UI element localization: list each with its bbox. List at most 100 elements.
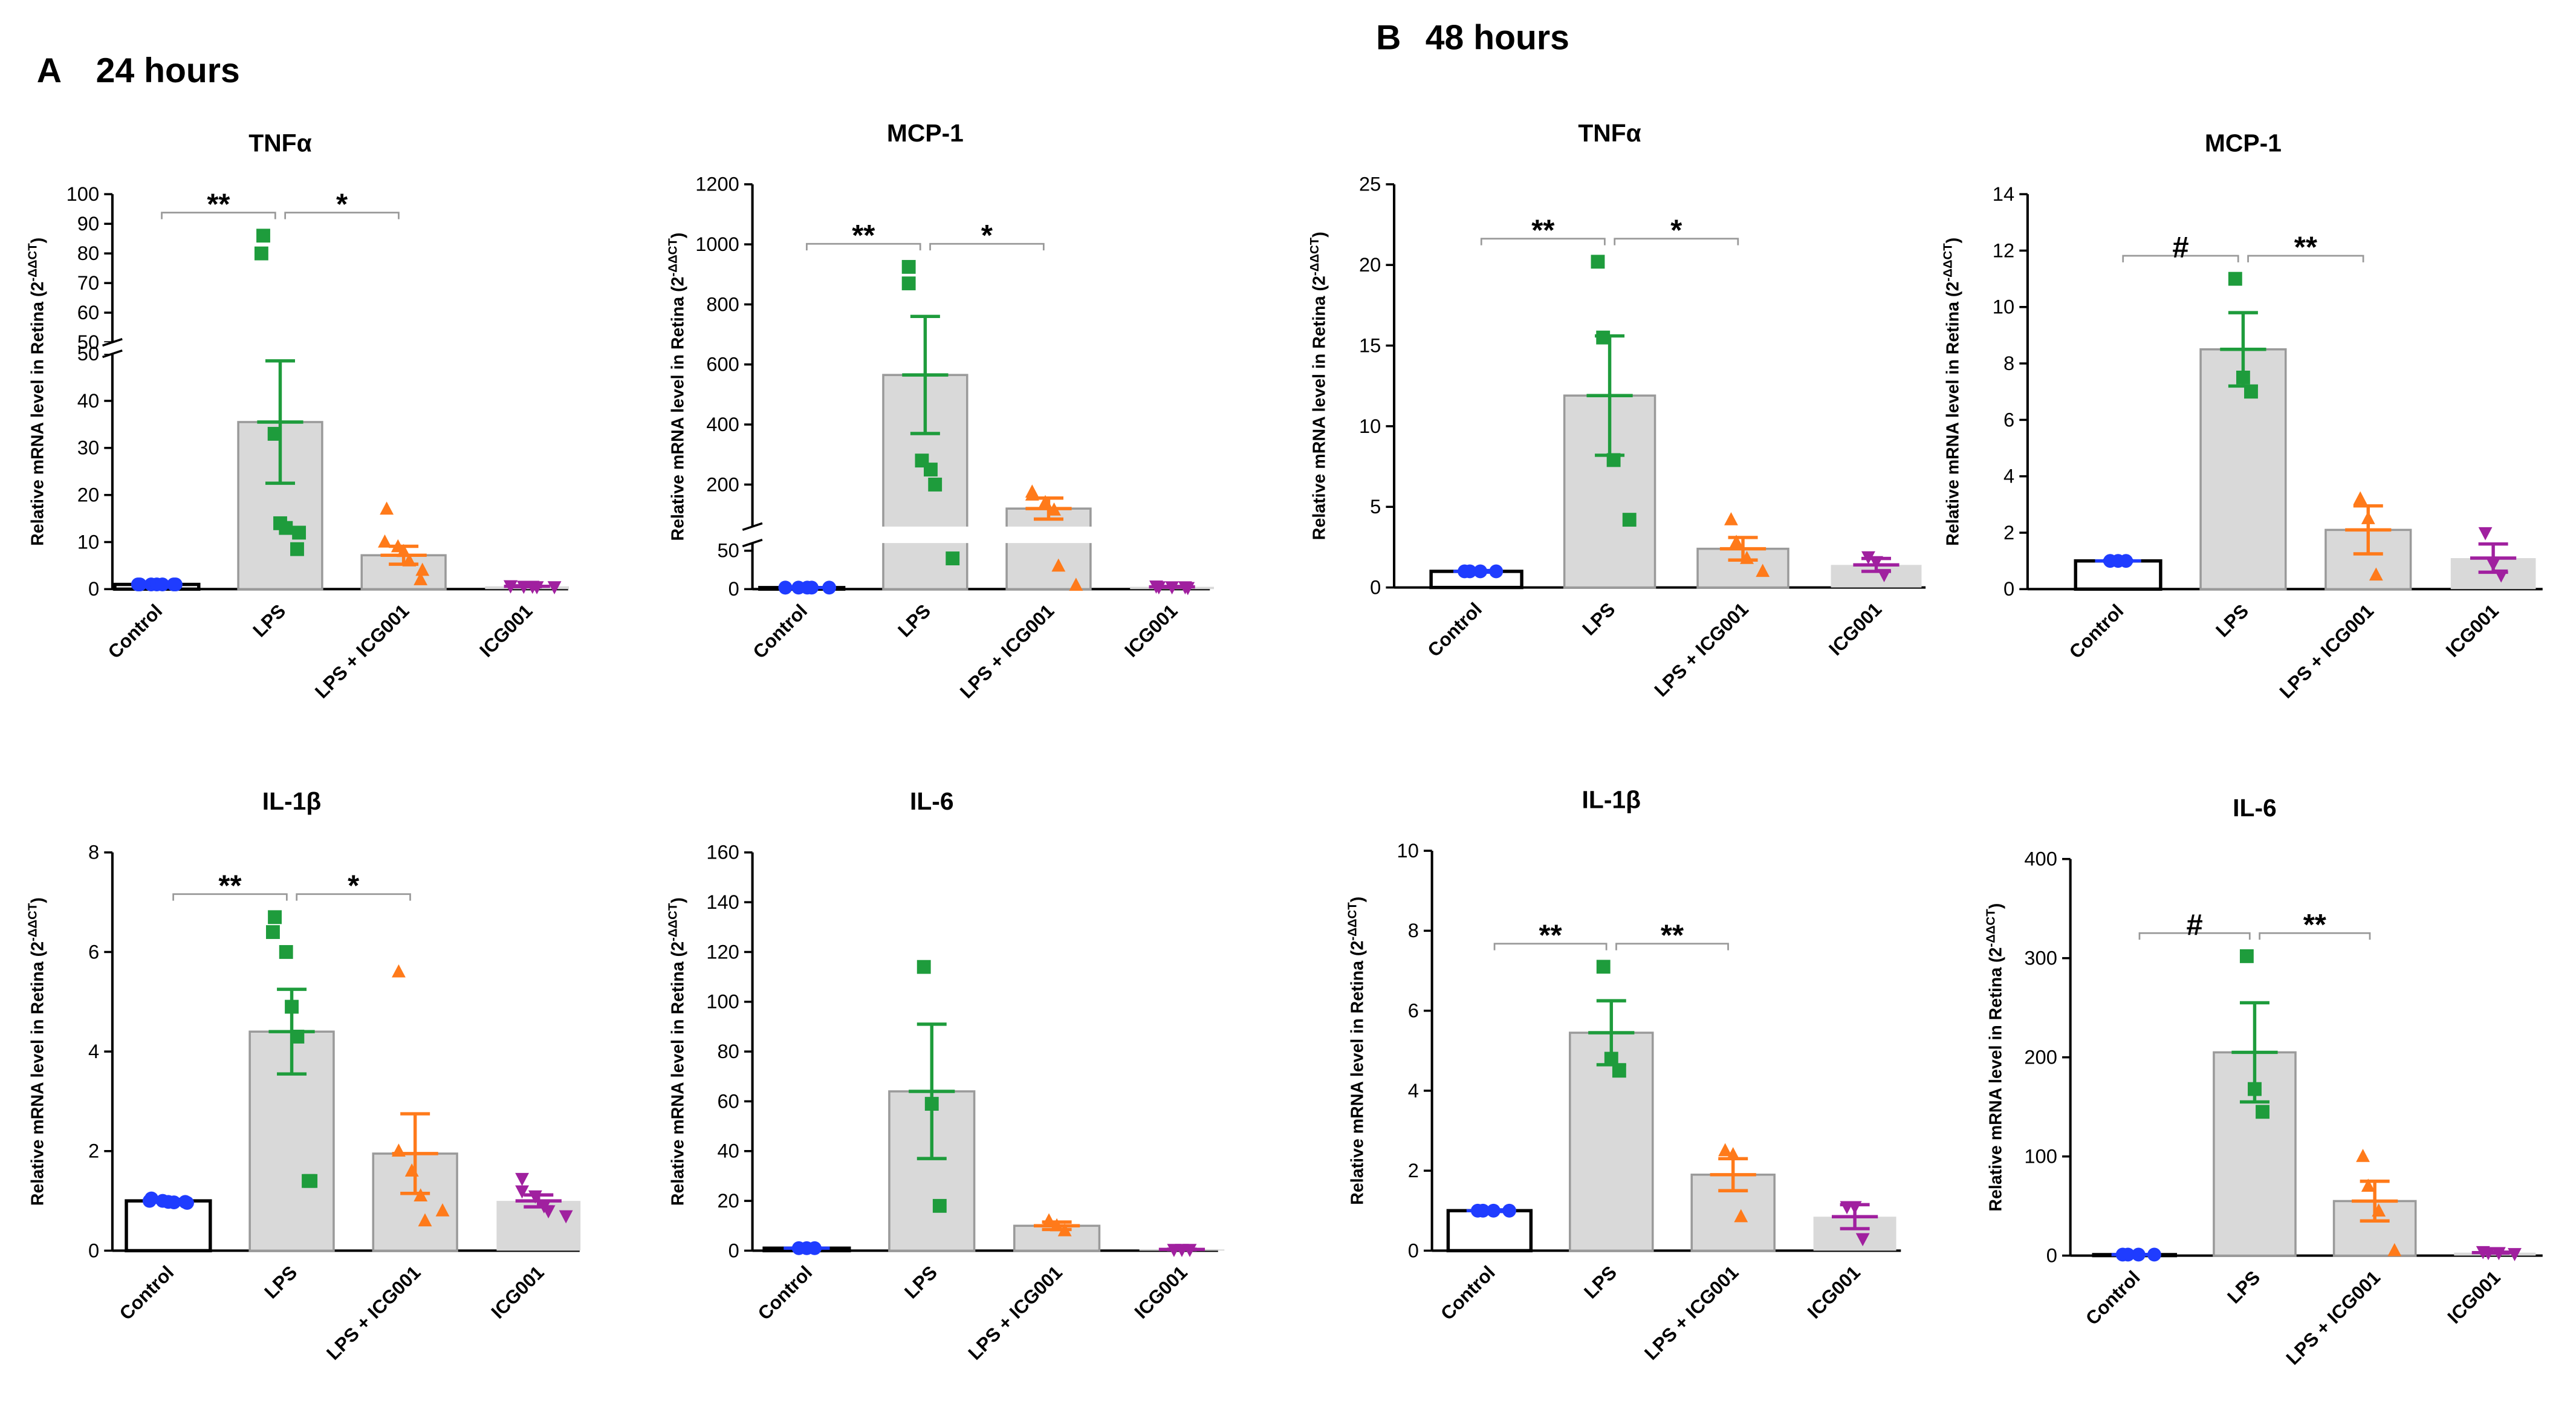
y-axis-label-sup: -ΔΔCT (1346, 902, 1359, 941)
data-point (256, 229, 270, 243)
y-axis-label-end: ) (1348, 897, 1367, 903)
chart-title: MCP-1 (887, 119, 964, 147)
data-point (1869, 556, 1883, 570)
significance-label: ** (207, 188, 230, 221)
y-tick-label: 10 (1397, 839, 1419, 862)
axis-break (99, 342, 568, 354)
y-axis-label-end: ) (1310, 232, 1329, 238)
data-point (932, 1198, 947, 1213)
y-axis-label-text: Relative mRNA level in Retina (2 (668, 941, 687, 1206)
y-tick-label: 90 (77, 212, 99, 235)
y-tick-label: 70 (77, 271, 99, 294)
data-point (2236, 370, 2250, 385)
data-point (2147, 1247, 2161, 1262)
data-point (414, 1188, 428, 1202)
data-point (418, 1213, 432, 1227)
y-tick-label: 60 (77, 301, 99, 323)
data-point (397, 544, 411, 557)
data-point (1877, 569, 1891, 582)
chart-title: IL-1β (1582, 785, 1641, 813)
data-point (1604, 1051, 1618, 1066)
y-tick-label: 20 (1359, 253, 1381, 276)
y-tick-label: 8 (88, 841, 99, 863)
data-point (404, 1163, 419, 1177)
y-tick-label: 100 (2024, 1145, 2057, 1168)
y-tick-label: 10 (1359, 415, 1381, 437)
y-axis-label: Relative mRNA level in Retina (2-ΔΔCT) (1984, 903, 2005, 1212)
y-tick-label: 4 (1408, 1079, 1419, 1102)
data-point (805, 580, 819, 595)
data-point (1050, 1218, 1064, 1232)
significance-label: ** (852, 219, 875, 252)
y-axis-label-text: Relative mRNA level in Retina (2 (28, 282, 48, 546)
data-point (2361, 511, 2375, 524)
significance-bracket (806, 242, 921, 251)
data-point (1596, 330, 1611, 345)
y-axis-label-sup: -ΔΔCT (27, 243, 40, 282)
data-point (290, 1029, 305, 1044)
data-point (380, 501, 394, 515)
chart-title: IL-6 (910, 787, 954, 815)
data-point (414, 572, 428, 585)
y-axis-label-sup: -ΔΔCT (27, 903, 40, 941)
bar (2199, 348, 2287, 591)
y-axis-label-sup: -ΔΔCT (666, 238, 680, 277)
y-tick-label: 10 (77, 530, 99, 553)
data-point (2486, 558, 2500, 571)
bar (1569, 1032, 1654, 1252)
data-point (254, 246, 268, 261)
y-tick-label: 14 (1993, 183, 2014, 205)
data-point (1848, 1201, 1862, 1215)
y-tick-label: 40 (718, 1140, 739, 1162)
significance-label: ** (2303, 909, 2327, 941)
y-tick-label: 6 (88, 940, 99, 963)
y-axis-label-text: Relative mRNA level in Retina (2 (28, 941, 48, 1206)
data-point (1042, 1213, 1056, 1227)
data-point (1487, 1203, 1501, 1218)
y-tick-label: 100 (67, 183, 99, 205)
chart-title: TNFα (248, 129, 311, 157)
data-point (178, 1195, 192, 1209)
data-point (1726, 1147, 1741, 1160)
significance-label: * (336, 188, 348, 221)
significance-bracket (929, 242, 1045, 251)
significance-label: ** (1661, 919, 1684, 952)
significance-bracket (161, 212, 276, 219)
y-tick-label: 6 (2003, 408, 2014, 431)
y-tick-label: 30 (77, 437, 99, 459)
data-point (378, 534, 392, 548)
data-point (1861, 551, 1875, 565)
data-point (131, 577, 145, 591)
data-point (2131, 1247, 2146, 1262)
significance-label: # (2172, 232, 2188, 264)
y-tick-label: 5 (1370, 495, 1381, 518)
y-tick-label: 40 (77, 389, 99, 412)
data-point (2369, 567, 2383, 581)
y-tick-label: 50 (77, 342, 99, 365)
data-point (530, 581, 544, 595)
chart-title: IL-1β (262, 787, 321, 815)
data-point (1476, 1203, 1490, 1218)
y-tick-label: 80 (718, 1040, 739, 1062)
y-axis-label-end: ) (28, 238, 48, 244)
y-tick-label: 80 (77, 242, 99, 264)
y-tick-label: 10 (1993, 296, 2014, 318)
data-point (1025, 487, 1039, 501)
data-point (504, 580, 517, 594)
significance-bracket (284, 212, 400, 219)
y-axis-label-sup: -ΔΔCT (1942, 243, 1955, 282)
data-point (2481, 1247, 2496, 1261)
data-point (2228, 271, 2242, 286)
data-point (2387, 1243, 2402, 1256)
significance-bracket (2138, 932, 2251, 940)
data-point (142, 1194, 157, 1208)
data-point (302, 1174, 316, 1188)
section-letter: A (37, 51, 62, 90)
data-point (292, 525, 307, 540)
y-tick-label: 25 (1359, 173, 1381, 195)
data-point (155, 577, 170, 591)
y-tick-label: 140 (706, 891, 739, 913)
y-axis-label-sup: -ΔΔCT (1308, 237, 1322, 276)
data-point (1462, 564, 1477, 579)
